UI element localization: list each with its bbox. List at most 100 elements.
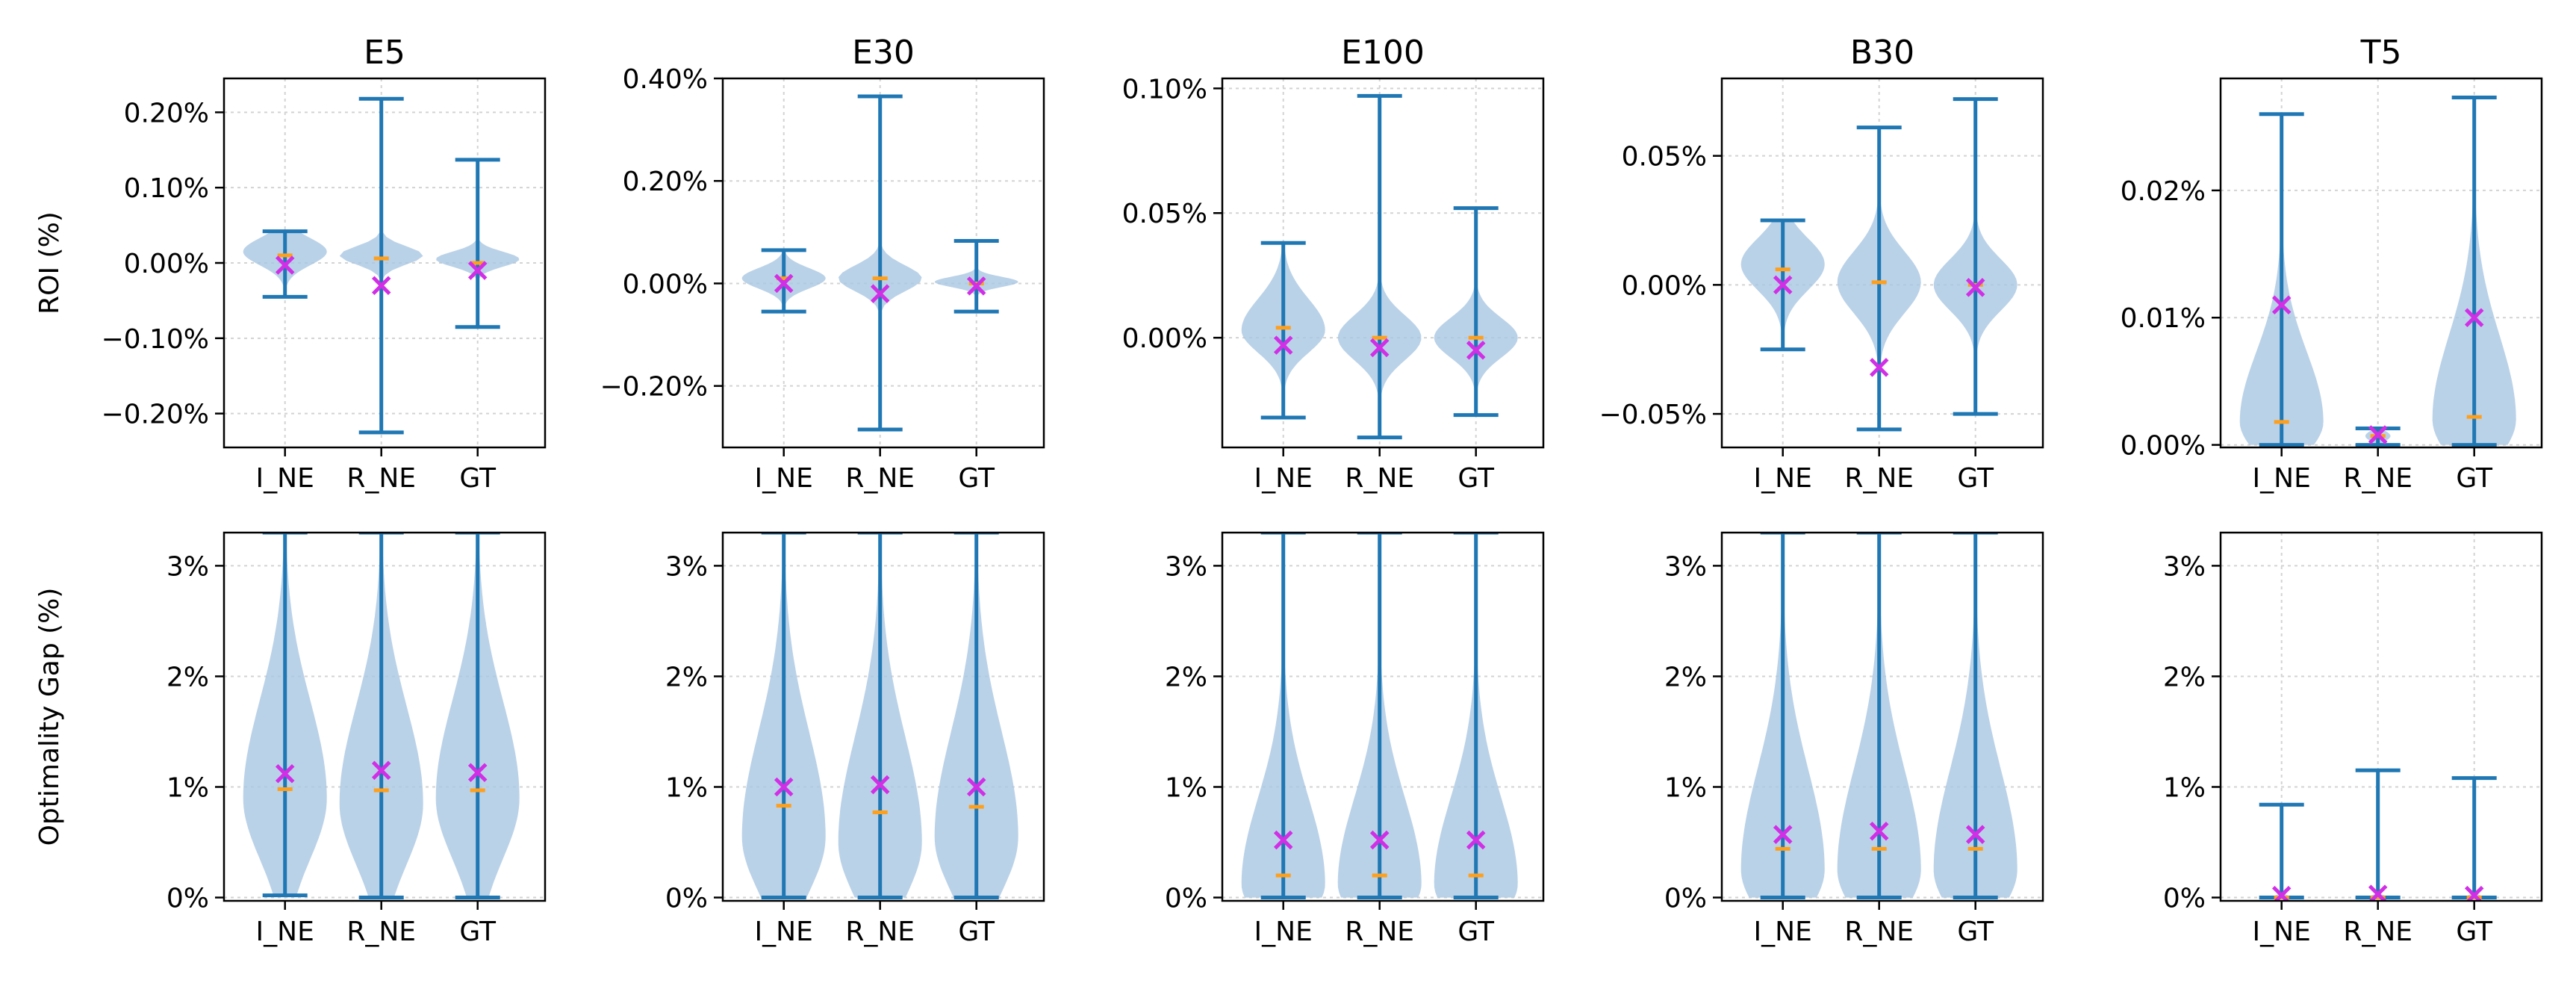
y-axis-label: Optimality Gap (%) (34, 588, 65, 846)
y-tick-label: 0.05% (1622, 142, 1707, 173)
x-tick-label: GT (1457, 917, 1495, 947)
axes-frame (1221, 531, 1545, 902)
mean-marker (2368, 884, 2388, 901)
x-tick-label: R_NE (1345, 463, 1414, 494)
panel-row2-col4: 0% 1% 2% 3% I_NE R_NE GT (1664, 531, 2044, 947)
y-tick-label: 1% (2163, 773, 2206, 804)
x-tick-label: I_NE (1754, 463, 1812, 494)
x-tick-label: I_NE (2253, 917, 2311, 947)
y-tick-label: 1% (665, 773, 708, 804)
panel-row2-col1: 0% 1% 2% 3% I_NE R_NE GT Optimality Gap (%) (34, 531, 547, 947)
y-tick-label: 3% (665, 551, 708, 582)
axes-frame (223, 531, 547, 902)
panel-title: T5 (2360, 34, 2402, 72)
y-tick-label: 0.10% (1122, 74, 1207, 105)
y-tick-label: −0.10% (101, 324, 209, 355)
plot-area (741, 533, 1018, 900)
mean-marker (1965, 278, 1985, 297)
y-tick-label: 0.00% (1122, 323, 1207, 354)
mean-marker (1466, 830, 1486, 850)
y-tick-label: 2% (665, 662, 708, 692)
mean-marker (774, 777, 794, 797)
y-tick-label: 3% (1664, 551, 1707, 582)
y-tick-label: 2% (2163, 662, 2206, 692)
mean-marker (1773, 825, 1793, 844)
mean-marker (1773, 275, 1793, 295)
y-tick-label: 0.20% (623, 167, 708, 197)
panel-e30: −0.20% 0.00% 0.20% 0.40% I_NE R_NE GT E30 (600, 34, 1045, 494)
x-tick-label: I_NE (1254, 917, 1313, 947)
x-tick-label: GT (1457, 463, 1495, 494)
mean-marker (467, 261, 488, 280)
x-tick-label: I_NE (2253, 463, 2311, 494)
mean-marker (2368, 425, 2388, 444)
y-tick-label: 0.00% (623, 269, 708, 300)
y-tick-label: 1% (1165, 773, 1207, 804)
plot-area (1740, 97, 2017, 432)
axes-frame (1720, 531, 2044, 902)
plot-area (1241, 93, 1518, 440)
y-tick-label: 2% (1664, 662, 1707, 692)
y-tick-label: −0.20% (101, 400, 209, 430)
mean-marker (1869, 821, 1889, 841)
mean-marker (467, 763, 488, 783)
x-tick-label: GT (958, 917, 995, 947)
y-tick-label: 0% (1664, 884, 1707, 914)
axes-frame (721, 77, 1045, 449)
mean-marker (1369, 830, 1390, 850)
y-tick-label: 3% (2163, 551, 2206, 582)
y-tick-label: 3% (167, 551, 209, 582)
y-tick-label: 0% (167, 884, 209, 914)
y-tick-label: 0.20% (124, 98, 209, 128)
plot-area (2239, 96, 2516, 447)
x-tick-label: R_NE (845, 917, 915, 947)
panel-row2-col2: 0% 1% 2% 3% I_NE R_NE GT (665, 531, 1045, 947)
y-tick-label: 0.01% (2121, 303, 2206, 334)
x-tick-label: GT (2456, 917, 2493, 947)
panel-title: E100 (1341, 34, 1425, 72)
plot-area (243, 96, 520, 435)
y-tick-label: 0% (665, 884, 708, 914)
mean-marker (2464, 308, 2484, 328)
x-tick-label: GT (459, 463, 497, 494)
mean-marker (966, 777, 986, 797)
x-tick-label: I_NE (755, 917, 813, 947)
mean-marker (275, 763, 295, 784)
x-tick-label: R_NE (845, 463, 915, 494)
x-tick-label: I_NE (755, 463, 813, 494)
y-tick-label: 0.05% (1122, 199, 1207, 229)
mean-marker (870, 284, 890, 303)
x-tick-label: R_NE (2343, 917, 2412, 947)
x-tick-label: GT (2456, 463, 2493, 494)
mean-marker (1273, 830, 1293, 850)
y-tick-label: 0.00% (124, 249, 209, 279)
x-tick-label: GT (1957, 917, 1994, 947)
x-tick-label: GT (958, 463, 995, 494)
axes-frame (2219, 531, 2543, 902)
x-tick-label: GT (1957, 463, 1994, 494)
y-tick-label: 0% (1165, 884, 1207, 914)
x-tick-label: GT (459, 917, 497, 947)
x-tick-label: I_NE (1754, 917, 1812, 947)
plot-area (243, 533, 520, 900)
axes-frame (1720, 77, 2044, 449)
mean-marker (774, 273, 794, 294)
plot-area (1740, 533, 2017, 900)
x-tick-label: I_NE (1254, 463, 1313, 494)
x-tick-label: R_NE (1844, 463, 1914, 494)
panel-title: E5 (364, 34, 405, 72)
panel-title: B30 (1850, 34, 1914, 72)
y-tick-label: 2% (167, 662, 209, 692)
x-tick-label: R_NE (346, 463, 416, 494)
y-tick-label: −0.20% (600, 372, 708, 403)
y-tick-label: 3% (1165, 551, 1207, 582)
y-axis-label: ROI (%) (34, 211, 65, 314)
y-tick-label: 0.00% (1622, 270, 1707, 301)
plot-area (2259, 768, 2497, 901)
plot-area (1241, 533, 1518, 900)
mean-marker (275, 255, 295, 275)
axes-frame (1221, 77, 1545, 449)
panel-e100: 0.00% 0.05% 0.10% I_NE R_NE GT E100 (1122, 34, 1545, 494)
y-tick-label: 0.00% (2121, 431, 2206, 462)
